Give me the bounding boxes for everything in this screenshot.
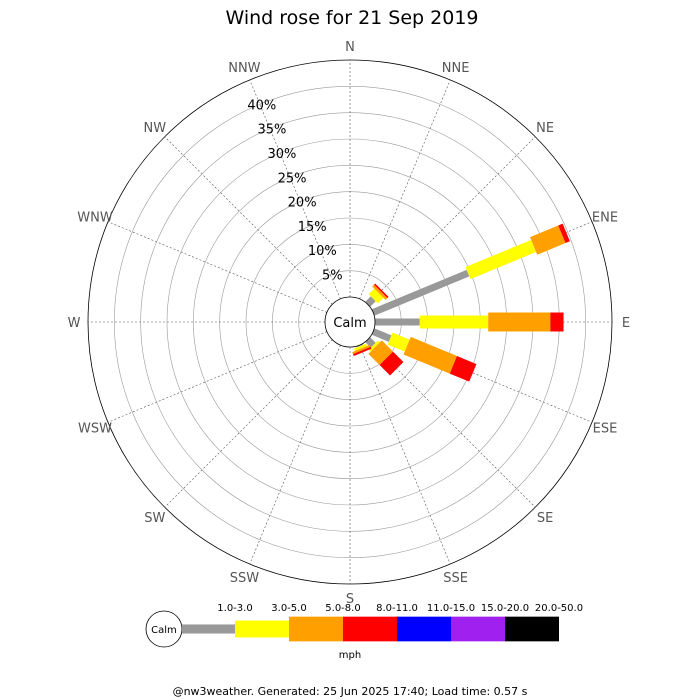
bar-segment: [379, 351, 404, 376]
bar-segment: [372, 284, 388, 300]
spoke-line: [164, 339, 333, 508]
bar-segment: [387, 332, 410, 352]
legend-range-label: 1.0-3.0: [217, 603, 252, 614]
legend-calm-label: Calm: [151, 625, 177, 636]
direction-label: SSW: [230, 571, 260, 586]
legend-unit: mph: [339, 650, 361, 661]
bar-segment: [375, 318, 420, 326]
direction-label: NNW: [228, 61, 260, 76]
direction-label: NE: [536, 121, 554, 136]
legend-range-label: 11.0-15.0: [427, 603, 475, 614]
bar-e: [375, 312, 564, 332]
bar-segment: [550, 312, 564, 332]
bar-segment: [352, 344, 371, 355]
spoke-line: [164, 136, 333, 305]
ring-label: 30%: [268, 147, 297, 162]
bar-segment: [371, 328, 392, 342]
direction-label: E: [622, 316, 630, 331]
grid-ring: [114, 86, 586, 558]
bar-segment: [373, 283, 389, 299]
spoke-line: [107, 221, 328, 313]
direction-label: ENE: [592, 210, 618, 225]
bar-sse: [352, 343, 372, 357]
bar-segment: [488, 312, 551, 332]
spoke-line: [359, 79, 451, 300]
spoke-line: [372, 331, 593, 423]
bar-ene: [371, 223, 570, 316]
legend-swatch: [343, 616, 397, 642]
bar-segment: [403, 336, 458, 374]
bar-segment: [353, 346, 372, 357]
legend-swatch: [451, 616, 505, 642]
footer-text: @nw3weather. Generated: 25 Jun 2025 17:4…: [173, 685, 528, 698]
bar-segment: [368, 288, 384, 304]
direction-label: SW: [144, 511, 165, 526]
bar-segment: [530, 225, 566, 255]
ring-label: 35%: [257, 123, 286, 138]
calm-circle: [324, 296, 376, 348]
bar-ese: [371, 328, 477, 382]
bar-segment: [368, 340, 380, 352]
spoke-line: [367, 136, 536, 305]
bar-segment: [368, 340, 394, 366]
legend-range-label: 3.0-5.0: [271, 603, 306, 614]
rose-bars: [352, 223, 570, 382]
spoke-line: [367, 339, 536, 508]
chart-title: Wind rose for 21 Sep 2019: [225, 7, 478, 29]
direction-label: W: [68, 316, 81, 331]
legend-range-label: 20.0-50.0: [535, 603, 583, 614]
direction-label: SE: [537, 511, 553, 526]
bar-segment: [419, 315, 489, 329]
bar-segment: [465, 239, 537, 280]
bar-segment: [356, 343, 364, 348]
rose-grid: [87, 59, 613, 585]
direction-label: S: [346, 592, 354, 607]
calm-center: Calm: [324, 296, 376, 348]
ring-label: 20%: [288, 196, 317, 211]
legend-swatch: [235, 620, 289, 638]
ring-label: 5%: [322, 269, 343, 284]
calm-label: Calm: [333, 316, 366, 331]
legend-swatch: [397, 616, 451, 642]
ring-label: 25%: [278, 171, 307, 186]
legend-swatch: [505, 616, 559, 642]
direction-label: NNE: [442, 61, 470, 76]
direction-label: WNW: [77, 210, 113, 225]
legend-swatch: [289, 616, 343, 642]
legend-range-label: 15.0-20.0: [481, 603, 529, 614]
bar-segment: [449, 356, 477, 382]
legend-range-label: 8.0-11.0: [376, 603, 418, 614]
bar-segment: [558, 223, 570, 244]
legend-swatch: [182, 624, 235, 634]
direction-label: WSW: [78, 422, 112, 437]
spoke-line: [359, 344, 451, 565]
legend-range-label: 5.0-8.0: [325, 603, 360, 614]
rose-labels: N NNE NE ENE E ESE SE SSE S SSW SW WSW W WNW NW NNW 5% 10…: [68, 40, 631, 607]
ring-label: 15%: [298, 220, 327, 235]
speed-legend: Calm 1.0-3.0 3.0-5.0 5.0-8.0 8.0-11.0 11.0-15…: [145, 603, 583, 661]
direction-label: N: [345, 40, 355, 55]
bar-segment: [371, 269, 470, 316]
spoke-line: [107, 331, 328, 423]
direction-label: ESE: [593, 422, 618, 437]
direction-label: NW: [144, 121, 167, 136]
direction-label: SSE: [443, 571, 468, 586]
spoke-line: [249, 344, 341, 565]
bar-segment: [353, 343, 367, 351]
ring-label: 40%: [247, 98, 276, 113]
spoke-line: [249, 79, 341, 300]
ring-label: 10%: [308, 244, 337, 259]
